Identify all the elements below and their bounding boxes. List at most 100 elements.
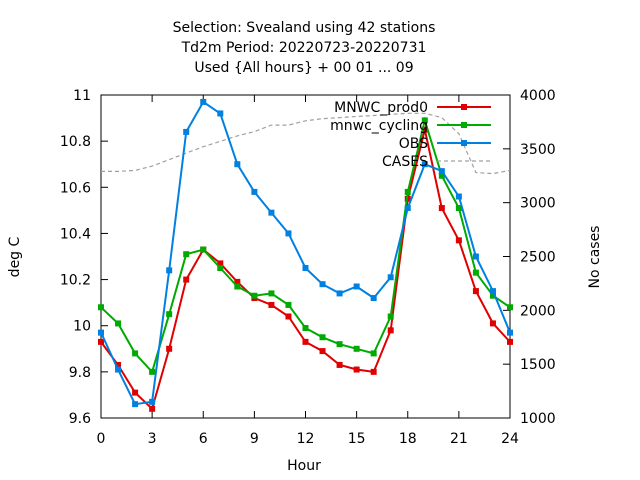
data-point-obs xyxy=(132,401,139,408)
data-point-mnwc-prod0 xyxy=(234,278,241,285)
data-point-obs xyxy=(455,193,462,200)
data-point-mnwc-cycling xyxy=(149,368,156,375)
data-point-mnwc-cycling xyxy=(438,172,445,179)
data-point-mnwc-prod0 xyxy=(387,327,394,334)
legend-label-obs: OBS xyxy=(399,136,428,152)
data-point-obs xyxy=(251,188,258,195)
data-point-obs xyxy=(353,283,360,290)
data-point-obs xyxy=(217,110,224,117)
legend-label-mnwc-cycling: mnwc_cycling xyxy=(330,118,428,134)
data-point-mnwc-prod0 xyxy=(183,276,190,283)
y-tick-label: 10 xyxy=(73,319,91,335)
data-point-obs xyxy=(200,98,207,105)
y2-axis-title: No cases xyxy=(587,226,603,289)
data-point-obs xyxy=(149,398,156,405)
data-point-obs xyxy=(489,288,496,295)
legend-marker-mnwc-cycling xyxy=(461,122,467,128)
data-point-mnwc-prod0 xyxy=(268,301,275,308)
x-tick-label: 9 xyxy=(250,431,259,447)
data-point-obs xyxy=(166,267,173,274)
data-point-obs xyxy=(98,329,104,336)
data-point-mnwc-cycling xyxy=(455,205,462,212)
data-point-mnwc-prod0 xyxy=(285,313,292,320)
x-tick-label: 21 xyxy=(450,431,468,447)
x-tick-label: 3 xyxy=(148,431,157,447)
data-point-mnwc-cycling xyxy=(404,188,411,195)
chart-title: Selection: Svealand using 42 stations Td… xyxy=(173,20,436,76)
series-line-cases xyxy=(101,112,511,175)
data-point-mnwc-prod0 xyxy=(421,126,428,133)
y-tick-label: 9.6 xyxy=(69,411,91,427)
data-point-mnwc-cycling xyxy=(387,313,394,320)
y-tick-label: 10.6 xyxy=(60,180,91,196)
data-point-mnwc-cycling xyxy=(166,311,173,318)
x-tick-label: 18 xyxy=(399,431,417,447)
data-point-mnwc-cycling xyxy=(370,350,377,357)
y-axis-title: deg C xyxy=(7,236,23,277)
data-point-mnwc-cycling xyxy=(421,117,428,124)
data-point-mnwc-prod0 xyxy=(149,405,156,412)
data-point-mnwc-prod0 xyxy=(98,338,104,345)
title-line-3: Used {All hours} + 00 01 ... 09 xyxy=(194,60,413,76)
data-point-mnwc-prod0 xyxy=(353,366,360,373)
y2-tick-label: 3500 xyxy=(520,142,556,158)
x-tick-label: 24 xyxy=(501,431,519,447)
data-point-obs xyxy=(387,274,394,281)
title-line-1: Selection: Svealand using 42 stations xyxy=(173,20,436,36)
data-point-mnwc-cycling xyxy=(472,269,479,276)
data-point-mnwc-prod0 xyxy=(217,260,224,267)
series-layer xyxy=(98,98,513,412)
data-point-obs xyxy=(336,290,343,297)
x-tick-label: 6 xyxy=(199,431,208,447)
y-tick-label: 9.8 xyxy=(69,365,91,381)
data-point-mnwc-prod0 xyxy=(370,368,377,375)
x-tick-label: 12 xyxy=(297,431,315,447)
axes: 0 3 6 9 12 15 18 21 24 9.6 9.8 10 10.2 10.4 10.6 10.8 11… xyxy=(60,88,556,447)
data-point-mnwc-prod0 xyxy=(166,345,173,352)
data-point-mnwc-prod0 xyxy=(319,348,326,355)
data-point-obs xyxy=(421,161,428,168)
data-point-mnwc-prod0 xyxy=(336,361,343,368)
data-point-mnwc-cycling xyxy=(200,246,207,253)
legend-marker-obs xyxy=(461,140,467,146)
data-point-obs xyxy=(234,161,241,168)
data-point-mnwc-cycling xyxy=(251,292,258,299)
x-axis-title: Hour xyxy=(287,458,321,474)
data-point-mnwc-cycling xyxy=(183,251,190,258)
y2-tick-label: 2000 xyxy=(520,303,556,319)
title-line-2: Td2m Period: 20220723-20220731 xyxy=(181,40,427,56)
y2-tick-label: 1500 xyxy=(520,357,556,373)
data-point-mnwc-cycling xyxy=(132,350,139,357)
series-line-obs xyxy=(100,100,511,406)
data-point-obs xyxy=(268,209,275,216)
x-tick-label: 0 xyxy=(97,431,106,447)
legend-marker-mnwc-prod0 xyxy=(461,104,467,110)
y-tick-label: 11 xyxy=(73,88,91,104)
data-point-obs xyxy=(404,205,411,212)
data-point-mnwc-cycling xyxy=(98,304,104,311)
y-tick-label: 10.4 xyxy=(60,226,91,242)
data-point-mnwc-prod0 xyxy=(489,320,496,327)
y2-tick-label: 2500 xyxy=(520,250,556,266)
data-point-mnwc-cycling xyxy=(115,320,122,327)
series-line-mnwc-cycling xyxy=(100,116,511,374)
data-point-mnwc-cycling xyxy=(217,265,224,272)
legend-label-mnwc-prod0: MNWC_prod0 xyxy=(334,100,428,116)
data-point-mnwc-cycling xyxy=(302,325,309,332)
data-point-mnwc-cycling xyxy=(268,290,275,297)
data-point-obs xyxy=(438,168,445,175)
data-point-obs xyxy=(183,128,190,135)
data-point-mnwc-prod0 xyxy=(438,205,445,212)
x-tick-label: 15 xyxy=(348,431,366,447)
data-point-mnwc-prod0 xyxy=(302,338,309,345)
data-point-obs xyxy=(115,366,122,373)
legend: MNWC_prod0 mnwc_cycling OBS CASES xyxy=(330,100,491,170)
data-point-mnwc-cycling xyxy=(507,304,513,311)
y2-tick-label: 1000 xyxy=(520,411,556,427)
data-point-obs xyxy=(370,295,377,302)
data-point-obs xyxy=(472,253,479,260)
legend-label-cases: CASES xyxy=(382,154,428,170)
data-point-mnwc-cycling xyxy=(234,283,241,290)
data-point-mnwc-prod0 xyxy=(507,338,513,345)
